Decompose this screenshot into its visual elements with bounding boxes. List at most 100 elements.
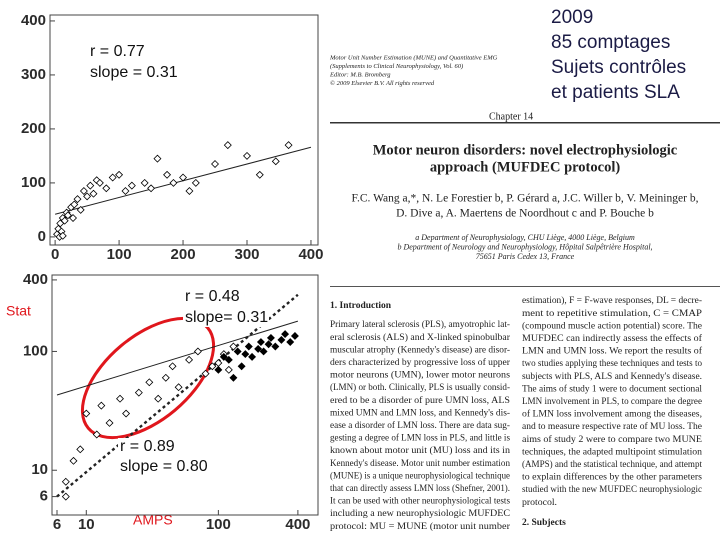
annotation-bg — [183, 309, 269, 327]
data-point — [76, 445, 85, 454]
x-tick-label: 400 — [298, 246, 323, 263]
data-point — [284, 141, 293, 150]
slide-heading: et patients SLA — [551, 82, 680, 103]
data-point — [254, 344, 263, 353]
section-rule — [330, 286, 720, 287]
paper-text: to explain differences by the other para… — [522, 472, 702, 483]
paper-text: that can directly assess LMN loss (Shefn… — [330, 483, 510, 494]
data-point — [63, 211, 72, 220]
trend-line — [56, 293, 299, 498]
data-point — [214, 365, 223, 374]
data-point — [69, 456, 78, 465]
data-point — [82, 409, 91, 418]
data-point — [108, 173, 117, 182]
data-point — [134, 388, 143, 397]
paper-text: LMN and UMN loss. We report the results … — [522, 346, 703, 357]
paper-text: It can be used with other neurophysiolog… — [330, 497, 510, 507]
y-tick-label: 0 — [38, 228, 46, 245]
data-point — [61, 477, 70, 486]
annotation: r = 0.89 — [120, 438, 175, 455]
annotation-bg — [88, 43, 174, 61]
section-heading: 1. Introduction — [330, 301, 392, 311]
paper-affiliation: 75651 Paris Cedex 13, France — [476, 252, 575, 261]
data-point — [243, 151, 251, 160]
data-point — [161, 373, 170, 382]
data-point — [219, 352, 228, 361]
data-point — [244, 342, 253, 351]
paper-title: Motor neuron disorders: novel electrophy… — [373, 142, 678, 158]
plot-frame — [49, 14, 319, 246]
data-point — [154, 394, 163, 403]
annotation-bg — [88, 64, 174, 82]
paper-header: © 2009 Elsevier B.V. All rights reserved — [330, 80, 435, 87]
annotation: r = 0.77 — [90, 43, 145, 60]
data-point — [115, 170, 124, 179]
data-point — [256, 338, 265, 347]
x-tick-label: 0 — [51, 246, 59, 263]
data-point — [169, 178, 178, 187]
y-tick-label: 10 — [31, 461, 48, 478]
paper-text: subjects with PLS, ALS and Kennedy's dis… — [522, 372, 702, 382]
y-tick-label: 400 — [21, 12, 46, 29]
data-point — [193, 347, 202, 356]
chapter-rule — [330, 122, 720, 124]
y-tick-label: 400 — [23, 271, 48, 288]
paper-authors: D. Dive a, A. Maertens de Noordhout c an… — [396, 208, 654, 220]
data-point — [116, 394, 124, 403]
data-point — [266, 333, 275, 342]
y-tick-label: 6 — [40, 488, 48, 505]
data-point — [79, 187, 88, 195]
paper-text: two studies applying these techniques an… — [522, 359, 702, 369]
annotation-bg — [118, 458, 204, 476]
paper-text: (LMN) or both. Clinically, PLS is usuall… — [330, 382, 510, 393]
y-tick-label: 100 — [23, 342, 48, 359]
data-point — [241, 350, 250, 359]
paper-text: (AMPS) and the statistical technique, an… — [522, 459, 702, 470]
annotation: slope = 0.31 — [90, 64, 178, 81]
paper-text: techniques, the adapted multipoint stimu… — [522, 447, 702, 457]
annotation-bg — [118, 438, 204, 456]
paper-text: (compound muscle action potential) score… — [522, 320, 702, 331]
chapter: Chapter 14 — [489, 111, 533, 122]
paper-text: protocol: MU = MUNE (motor unit number — [330, 521, 511, 532]
annotation: slope= 0.31 — [185, 309, 268, 326]
data-point — [264, 340, 273, 349]
y-tick-label: 300 — [21, 66, 46, 83]
data-point — [92, 430, 101, 439]
data-point — [277, 335, 286, 344]
data-point — [237, 362, 246, 371]
data-point — [185, 355, 194, 364]
paper-text: (MUNE) is a unique neurophysiological te… — [330, 470, 510, 481]
data-point — [89, 189, 98, 198]
x-tick-label: 100 — [206, 516, 231, 533]
data-point — [174, 383, 183, 392]
data-point — [208, 362, 217, 371]
slide-heading: 85 comptages — [551, 32, 670, 53]
data-point — [69, 214, 77, 222]
paper-text: eral sclerosis (ALS) and X-linked spinob… — [330, 332, 511, 343]
paper-text: mixed UMN and LMN loss, and Kennedy's di… — [330, 408, 510, 418]
paper-text: studied with the new MUFDEC neurophysiol… — [522, 485, 702, 495]
data-point — [70, 200, 79, 209]
paper-header: Motor Unit Number Estimation (MUNE) and … — [329, 54, 498, 61]
data-point — [191, 178, 200, 187]
data-point — [122, 409, 131, 418]
data-point — [201, 369, 210, 378]
paper-text: Primary lateral sclerosis (PLS), amyotro… — [330, 319, 510, 330]
amps-label: AMPS — [133, 512, 173, 528]
paper-title: approach (MUFDEC protocol) — [430, 159, 621, 175]
paper-text: estimation), F = F-wave responses, DL = … — [522, 295, 702, 306]
x-tick-label: 400 — [285, 516, 310, 533]
slide-heading: Sujets contrôles — [551, 57, 686, 78]
data-point — [76, 205, 85, 214]
paper-authors: F.C. Wang a,*, N. Le Forestier b, P. Gér… — [352, 193, 699, 205]
stat-label: Stat — [6, 303, 31, 319]
data-point — [127, 181, 136, 190]
data-point — [105, 419, 114, 427]
data-point — [223, 141, 232, 150]
data-point — [60, 216, 69, 225]
x-tick-label: 300 — [234, 246, 259, 263]
data-point — [281, 330, 290, 339]
data-point — [179, 173, 188, 182]
